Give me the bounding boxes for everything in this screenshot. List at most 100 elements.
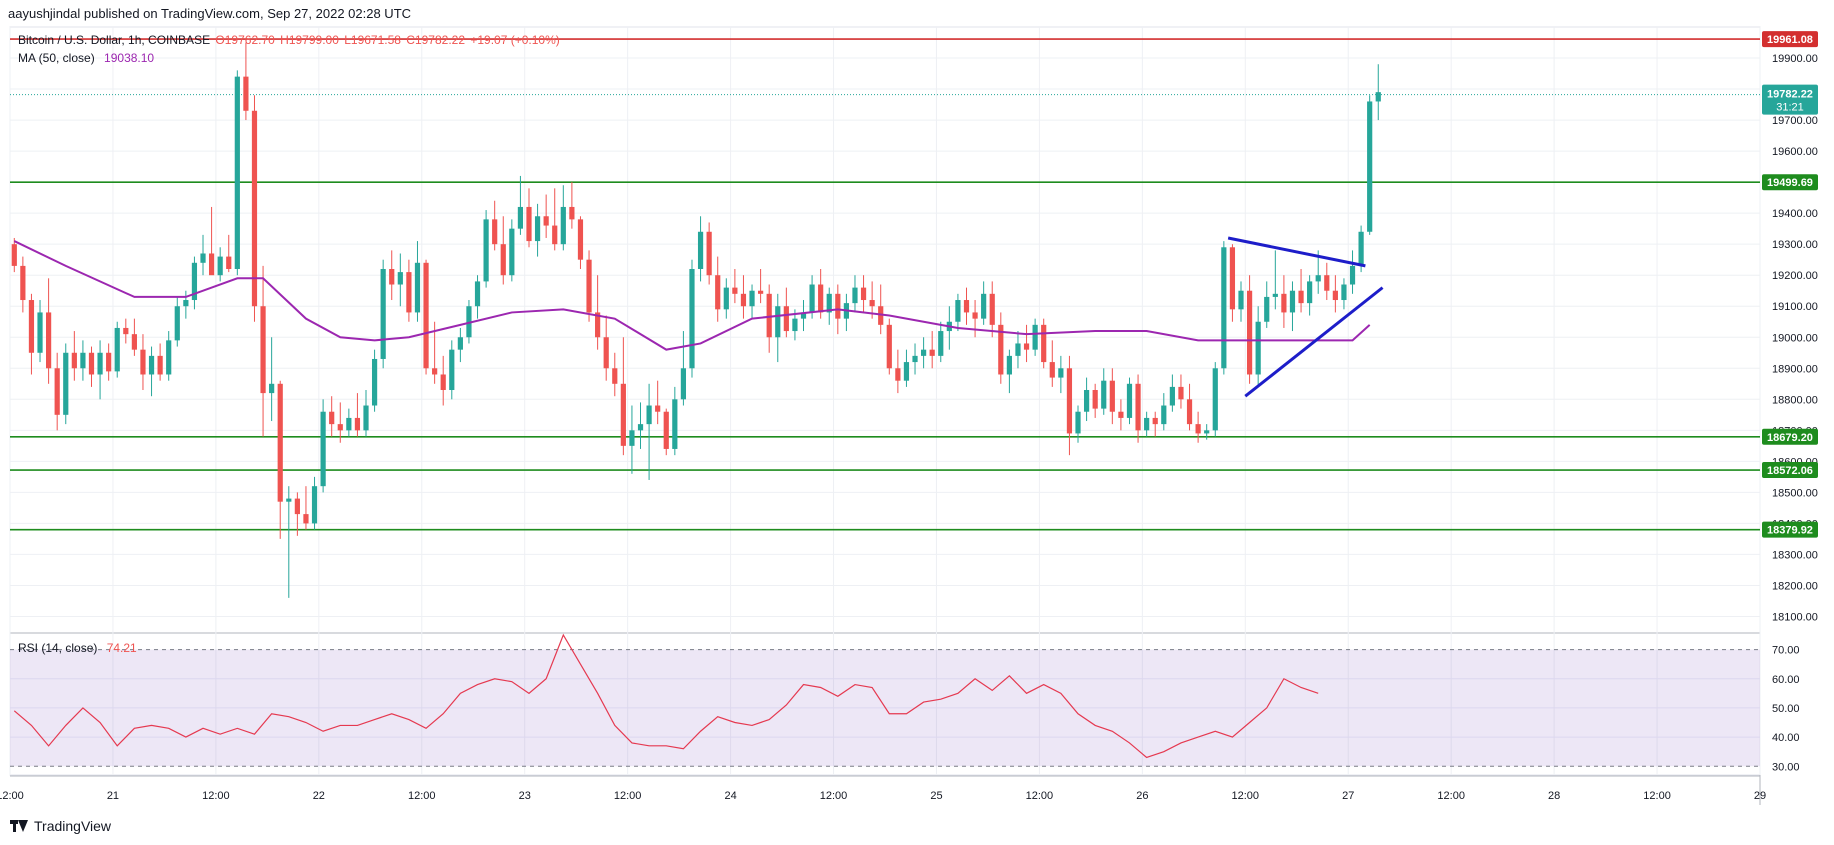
candle-body	[191, 262, 198, 301]
tradingview-logo[interactable]: TradingView	[10, 818, 111, 834]
candle-body	[998, 324, 1004, 375]
plot-frame	[9, 26, 1761, 776]
candle-body	[1246, 290, 1253, 375]
candle-body	[20, 265, 26, 301]
candle-body	[1307, 281, 1313, 304]
candle-body	[1332, 290, 1338, 301]
candle-body	[1272, 293, 1278, 297]
candle-body	[483, 219, 489, 282]
candle-body	[406, 272, 412, 313]
candle-body	[775, 306, 781, 338]
candle-body	[294, 498, 300, 515]
brand-label: TradingView	[34, 818, 112, 834]
candle-body	[560, 206, 566, 245]
price-tick-label: 18500.00	[1772, 487, 1818, 499]
candle-body	[697, 231, 704, 269]
time-tick-label: 12:00	[1437, 790, 1465, 802]
candle-body	[457, 337, 463, 350]
candle-body	[680, 368, 687, 400]
candle-body	[972, 312, 978, 319]
candle-body	[1367, 101, 1373, 232]
candle-body	[37, 312, 43, 353]
candle-body	[414, 262, 421, 313]
candle-body	[389, 269, 395, 285]
candle-body	[114, 327, 120, 372]
candle-body	[1006, 355, 1012, 375]
candle-body	[63, 352, 69, 415]
candle-body	[449, 349, 455, 390]
candle-body	[886, 324, 892, 369]
last-price-tag	[1762, 84, 1818, 115]
candle-body	[1058, 368, 1064, 378]
candle-body	[234, 76, 240, 270]
time-tick-label: 12:00	[1026, 790, 1054, 802]
candle-body	[1015, 343, 1021, 356]
time-tick-label: 23	[519, 790, 531, 802]
candle-body	[243, 76, 249, 111]
candle-body	[586, 259, 592, 313]
rsi-tick-label: 30.00	[1772, 761, 1800, 773]
candle-body	[723, 287, 729, 310]
time-tick-label: 12:00	[1232, 790, 1260, 802]
candle-body	[1144, 417, 1150, 431]
candle-body	[818, 284, 824, 313]
candle-body	[552, 225, 558, 245]
candle-body	[955, 300, 961, 322]
level-tag	[1762, 462, 1818, 479]
candle-body	[878, 306, 884, 325]
ma50-line	[13, 240, 1371, 351]
countdown-label: 31:21	[1776, 102, 1804, 114]
open-value: O19762.70	[215, 33, 275, 47]
candle-body	[1118, 411, 1124, 418]
candle-body	[1161, 405, 1167, 425]
last-price-label: 19782.22	[1767, 89, 1813, 101]
candle-body	[732, 287, 738, 294]
candle-body	[1023, 343, 1030, 350]
candle-body	[981, 293, 987, 319]
candle-body	[1255, 321, 1261, 375]
candle-body	[337, 424, 343, 431]
candle-body	[1135, 383, 1141, 431]
level-tag	[1762, 31, 1818, 48]
candle-body	[200, 253, 206, 263]
candle-body	[766, 293, 772, 338]
candle-body	[1041, 324, 1047, 363]
high-value: H19799.00	[280, 33, 339, 47]
candle-body	[809, 284, 815, 313]
time-tick-label: 24	[724, 790, 736, 802]
candle-body	[346, 417, 352, 431]
candle-body	[131, 334, 137, 350]
candle-body	[1341, 284, 1347, 301]
rsi-legend: RSI (14, close) 74.21	[18, 641, 137, 655]
candle-body	[380, 269, 386, 359]
price-tick-label: 19600.00	[1772, 146, 1818, 158]
candle-body	[1083, 390, 1090, 412]
candle-body	[28, 300, 35, 353]
candle-body	[835, 293, 841, 319]
candle-body	[1032, 324, 1038, 350]
candle-body	[432, 368, 438, 375]
candle-body	[740, 293, 747, 307]
candle-body	[174, 306, 180, 341]
rsi-tick-label: 40.00	[1772, 732, 1800, 744]
price-tick-label: 18300.00	[1772, 549, 1818, 561]
candle-body	[54, 368, 60, 415]
candle-body	[88, 352, 95, 375]
rsi-tick-label: 70.00	[1772, 645, 1800, 657]
candle-body	[440, 374, 446, 390]
candle-body	[183, 300, 189, 307]
candle-body	[1066, 368, 1073, 434]
candle-body	[500, 244, 506, 276]
candle-body	[148, 355, 155, 375]
candle-body	[1289, 290, 1296, 313]
candle-body	[1298, 290, 1304, 304]
candle-body	[277, 383, 283, 502]
time-tick-label: 12:00	[0, 790, 24, 802]
candle-body	[509, 228, 515, 276]
candle-body	[363, 405, 369, 431]
candle-body	[1324, 275, 1330, 291]
candle-body	[963, 300, 970, 313]
rsi-tick-label: 50.00	[1772, 703, 1800, 715]
candle-body	[329, 411, 335, 425]
